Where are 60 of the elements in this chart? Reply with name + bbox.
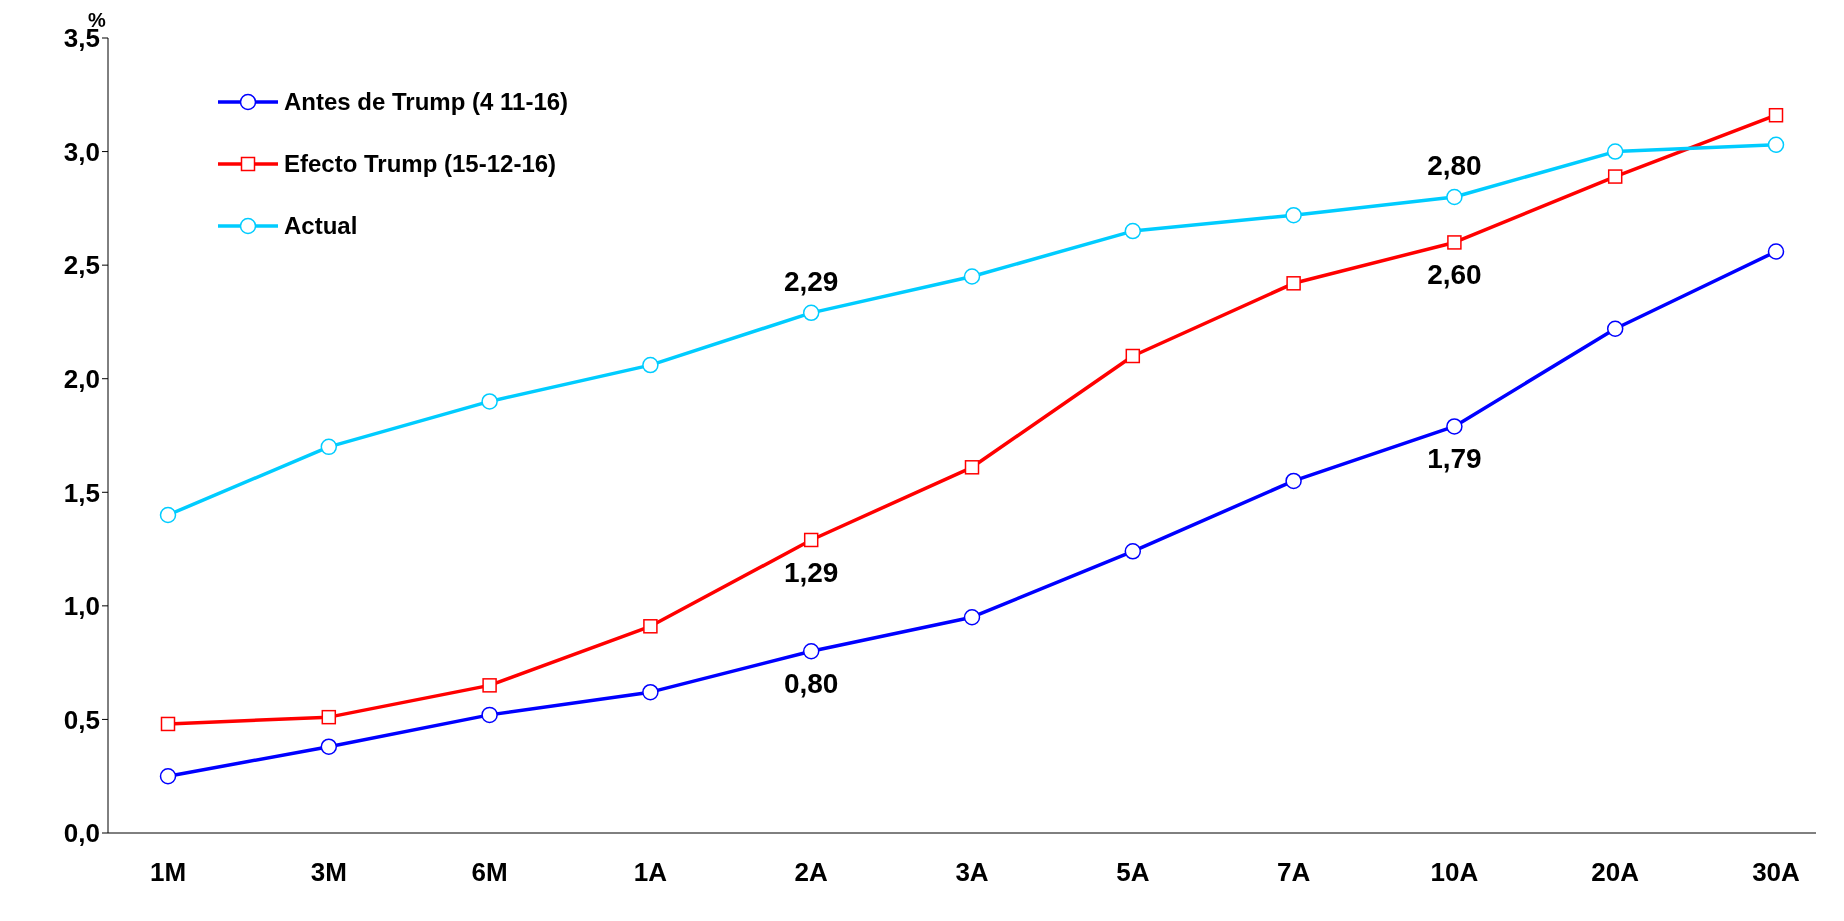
x-tick-label: 5A bbox=[1116, 857, 1150, 888]
point bbox=[1446, 418, 1463, 435]
point bbox=[802, 304, 820, 322]
point bbox=[320, 738, 338, 755]
point bbox=[642, 683, 659, 701]
y-tick-label: 2,5 bbox=[63, 250, 100, 281]
x-tick-label: 30A bbox=[1752, 857, 1801, 888]
y-tick-label: 1,5 bbox=[63, 477, 100, 508]
point bbox=[1606, 320, 1624, 337]
y-tick-label: 1,0 bbox=[63, 591, 100, 622]
point bbox=[803, 532, 819, 548]
point bbox=[481, 393, 498, 410]
point bbox=[1124, 222, 1142, 240]
x-tick-label: 6M bbox=[471, 857, 508, 888]
x-tick-label: 10A bbox=[1430, 857, 1479, 888]
point bbox=[159, 767, 177, 785]
point bbox=[1767, 136, 1785, 154]
point bbox=[321, 709, 337, 725]
point bbox=[964, 460, 980, 475]
annotation: 2,80 bbox=[1427, 150, 1482, 181]
point bbox=[1286, 276, 1301, 291]
legend-label: Antes de Trump (4 11-16) bbox=[284, 88, 569, 116]
point bbox=[160, 716, 176, 732]
point bbox=[1285, 206, 1302, 224]
point bbox=[963, 268, 981, 285]
annotation: 0,80 bbox=[783, 668, 839, 700]
point bbox=[482, 678, 497, 693]
point bbox=[1447, 235, 1462, 250]
point bbox=[1606, 143, 1624, 160]
x-tick-label: 7A bbox=[1276, 857, 1311, 888]
point bbox=[1125, 348, 1141, 364]
point bbox=[643, 619, 658, 634]
point bbox=[1285, 472, 1302, 490]
annotation: 2,29 bbox=[783, 265, 839, 297]
y-tick-label: 2,0 bbox=[63, 363, 100, 394]
x-tick-label: 3A bbox=[955, 857, 989, 888]
x-tick-label: 1M bbox=[149, 857, 187, 888]
y-tick-label: 3,0 bbox=[63, 136, 100, 167]
point bbox=[481, 706, 498, 724]
point bbox=[1124, 543, 1142, 560]
point bbox=[1446, 188, 1463, 206]
x-tick-label: 2A bbox=[794, 857, 829, 888]
point bbox=[159, 506, 177, 524]
annotation: 1,29 bbox=[783, 556, 839, 588]
point bbox=[1607, 169, 1623, 184]
y-tick-label: 0,0 bbox=[63, 818, 100, 849]
legend-label: Actual bbox=[284, 212, 358, 240]
y-tick-label: 0,5 bbox=[63, 704, 100, 735]
x-tick-label: 20A bbox=[1591, 857, 1640, 888]
point bbox=[802, 643, 820, 660]
point bbox=[1767, 243, 1785, 260]
annotation: 1,79 bbox=[1427, 443, 1482, 475]
annotation: 2,60 bbox=[1427, 259, 1482, 291]
x-tick-label: 1A bbox=[633, 857, 668, 888]
point bbox=[320, 438, 338, 456]
x-tick-label: 3M bbox=[310, 857, 347, 888]
point bbox=[1768, 107, 1784, 123]
point bbox=[963, 608, 981, 626]
legend-label: Efecto Trump (15-12-16) bbox=[284, 150, 557, 178]
point bbox=[642, 356, 659, 374]
